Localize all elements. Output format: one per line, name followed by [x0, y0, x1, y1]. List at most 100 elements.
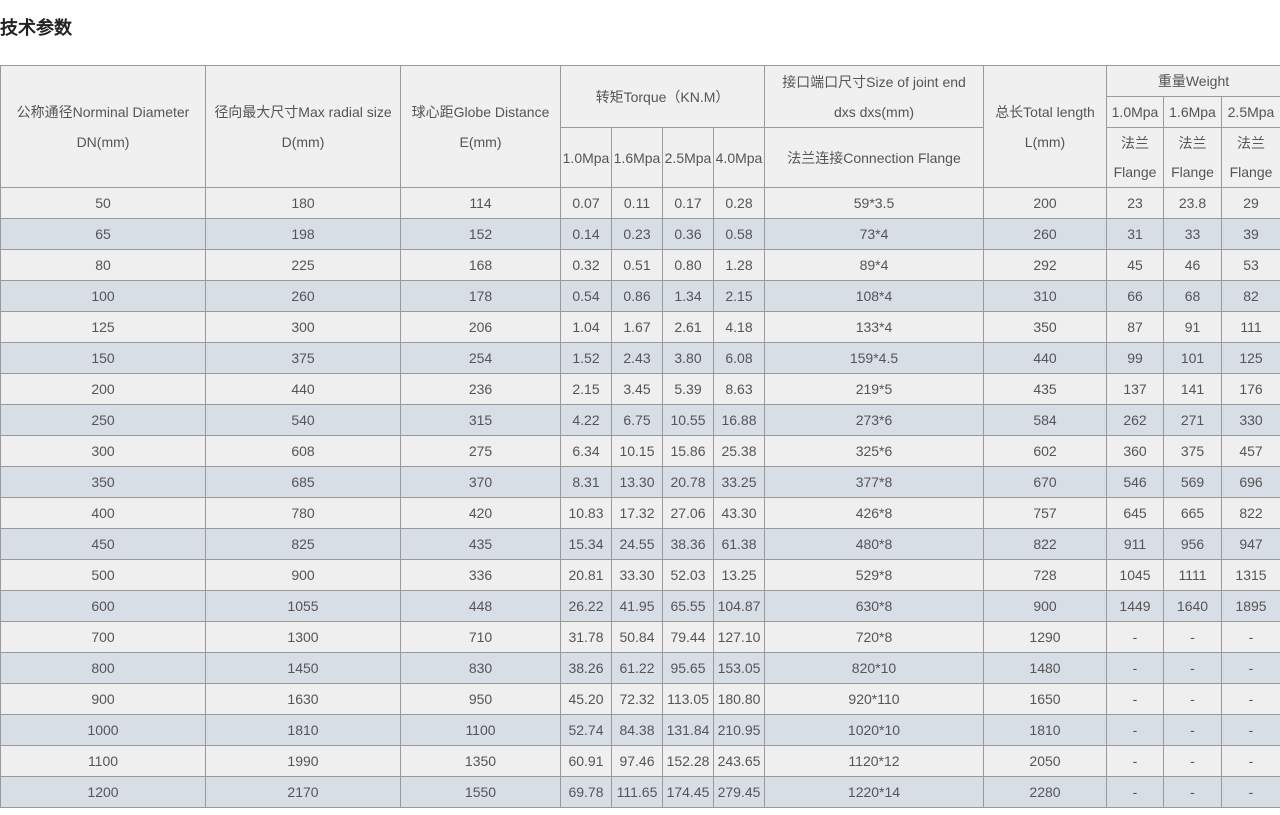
- table-cell: 1200: [0, 776, 206, 808]
- table-cell: 602: [983, 435, 1107, 467]
- table-cell: 546: [1106, 466, 1164, 498]
- table-cell: 600: [0, 590, 206, 622]
- table-cell: 1350: [400, 745, 561, 777]
- table-cell: 72.32: [611, 683, 663, 715]
- table-cell: 670: [983, 466, 1107, 498]
- table-cell: 65.55: [662, 590, 714, 622]
- table-row: 80 225 168 0.32 0.51 0.80 1.28 89*4 292 45 46 53: [0, 249, 1280, 281]
- table-row: 400 780 420 10.83 17.32 27.06 43.30 426*8 757 645…: [0, 497, 1280, 529]
- header-line: 径向最大尺寸Max radial size: [214, 103, 392, 120]
- table-cell: 225: [205, 249, 401, 281]
- table-cell: 2170: [205, 776, 401, 808]
- table-cell: 1100: [0, 745, 206, 777]
- table-cell: 254: [400, 342, 561, 374]
- header-line: 接口端口尺寸Size of joint end: [782, 73, 966, 90]
- table-cell: 310: [983, 280, 1107, 312]
- table-cell: 38.26: [560, 652, 612, 684]
- table-cell: 685: [205, 466, 401, 498]
- table-cell: 480*8: [764, 528, 984, 560]
- table-cell: 60.91: [560, 745, 612, 777]
- table-cell: 33: [1163, 218, 1222, 250]
- table-cell: 1120*12: [764, 745, 984, 777]
- table-cell: 113.05: [662, 683, 714, 715]
- table-cell: 4.22: [560, 404, 612, 436]
- table-cell: 0.32: [560, 249, 612, 281]
- table-cell: 1.34: [662, 280, 714, 312]
- table-cell: 99: [1106, 342, 1164, 374]
- table-cell: 1000: [0, 714, 206, 746]
- table-cell: 440: [983, 342, 1107, 374]
- table-cell: 1020*10: [764, 714, 984, 746]
- table-cell: 111.65: [611, 776, 663, 808]
- table-cell: 206: [400, 311, 561, 343]
- table-cell: 696: [1221, 466, 1280, 498]
- table-cell: 260: [983, 218, 1107, 250]
- table-cell: 0.23: [611, 218, 663, 250]
- table-cell: 84.38: [611, 714, 663, 746]
- table-cell: 800: [0, 652, 206, 684]
- header-cell: 1.6Mpa: [611, 127, 663, 188]
- table-cell: 1055: [205, 590, 401, 622]
- table-cell: 91: [1163, 311, 1222, 343]
- table-cell: 87: [1106, 311, 1164, 343]
- table-cell: 127.10: [713, 621, 765, 653]
- table-cell: -: [1221, 714, 1280, 746]
- table-cell: 10.55: [662, 404, 714, 436]
- table-cell: 0.36: [662, 218, 714, 250]
- table-cell: 33.30: [611, 559, 663, 591]
- table-cell: 900: [983, 590, 1107, 622]
- table-cell: 0.54: [560, 280, 612, 312]
- table-cell: 20.81: [560, 559, 612, 591]
- table-cell: 52.03: [662, 559, 714, 591]
- table-cell: 53: [1221, 249, 1280, 281]
- header-line: 总长Total length: [995, 103, 1095, 120]
- table-cell: 279.45: [713, 776, 765, 808]
- table-cell: 152: [400, 218, 561, 250]
- table-cell: 1630: [205, 683, 401, 715]
- header-cell: 法兰 Flange: [1106, 127, 1164, 188]
- table-cell: 8.31: [560, 466, 612, 498]
- table-cell: 1.04: [560, 311, 612, 343]
- table-row: 800 1450 830 38.26 61.22 95.65 153.05 820*10 148…: [0, 652, 1280, 684]
- table-cell: 0.28: [713, 187, 765, 219]
- table-cell: 262: [1106, 404, 1164, 436]
- table-cell: 8.63: [713, 373, 765, 405]
- table-cell: 108*4: [764, 280, 984, 312]
- table-cell: 315: [400, 404, 561, 436]
- table-cell: 1550: [400, 776, 561, 808]
- table-cell: 1810: [983, 714, 1107, 746]
- table-cell: 450: [0, 528, 206, 560]
- table-cell: 1220*14: [764, 776, 984, 808]
- header-cell: 公称通径Norminal Diameter DN(mm): [0, 65, 206, 188]
- table-cell: 174.45: [662, 776, 714, 808]
- table-cell: 911: [1106, 528, 1164, 560]
- header-cell: 4.0Mpa: [713, 127, 765, 188]
- header-line: Flange: [1171, 163, 1214, 180]
- table-cell: 17.32: [611, 497, 663, 529]
- table-row: 125 300 206 1.04 1.67 2.61 4.18 133*4 350 87 91 111: [0, 311, 1280, 343]
- spec-table: 公称通径Norminal Diameter DN(mm) 径向最大尺寸Max ra…: [0, 65, 1280, 808]
- table-row: 65 198 152 0.14 0.23 0.36 0.58 73*4 260 31 33 39: [0, 218, 1280, 250]
- table-cell: 153.05: [713, 652, 765, 684]
- table-cell: 300: [205, 311, 401, 343]
- header-row: 1.0Mpa 1.6Mpa 2.5Mpa 4.0Mpa 法兰连接Connecti…: [1, 127, 1280, 188]
- table-cell: 900: [0, 683, 206, 715]
- table-cell: 780: [205, 497, 401, 529]
- table-cell: 300: [0, 435, 206, 467]
- table-cell: 80: [0, 249, 206, 281]
- table-cell: 360: [1106, 435, 1164, 467]
- header-line: E(mm): [459, 133, 502, 150]
- table-cell: 180: [205, 187, 401, 219]
- table-cell: 920*110: [764, 683, 984, 715]
- table-cell: 89*4: [764, 249, 984, 281]
- table-cell: 45.20: [560, 683, 612, 715]
- table-cell: 68: [1163, 280, 1222, 312]
- header-cell: 球心距Globe Distance E(mm): [400, 65, 561, 188]
- table-cell: 159*4.5: [764, 342, 984, 374]
- table-cell: 728: [983, 559, 1107, 591]
- table-cell: 529*8: [764, 559, 984, 591]
- table-cell: 2.15: [713, 280, 765, 312]
- table-cell: 1.67: [611, 311, 663, 343]
- table-cell: 569: [1163, 466, 1222, 498]
- table-row: 100 260 178 0.54 0.86 1.34 2.15 108*4 310 66 68 82: [0, 280, 1280, 312]
